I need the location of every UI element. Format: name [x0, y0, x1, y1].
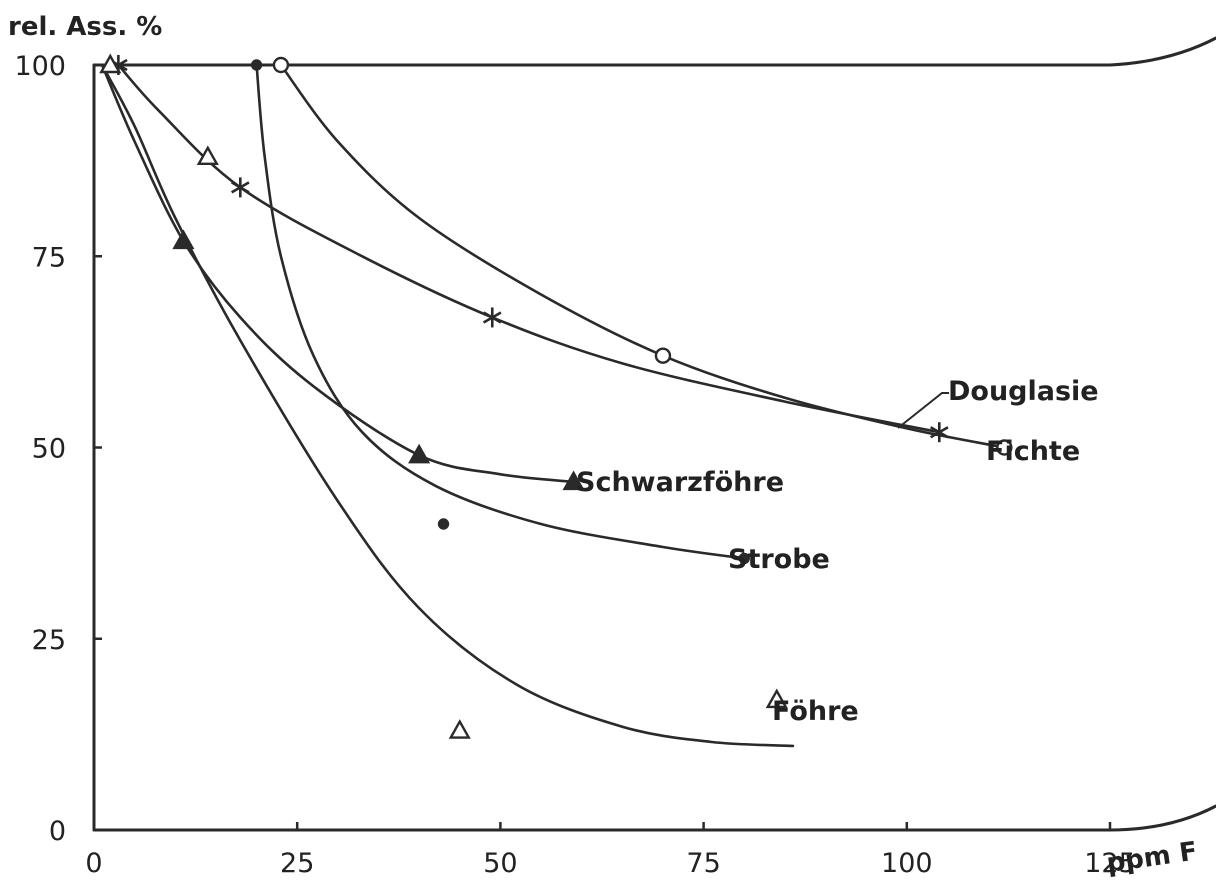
series-line-schwarzfoehre [100, 63, 575, 484]
series-labels: Douglasie Fichte Schwarzföhre Strobe Föh… [576, 376, 1099, 727]
point-strobe-2 [738, 552, 750, 565]
point-strobe-0 [250, 59, 263, 71]
tick-labels: 0 25 50 75 100 125 0 25 50 75 100 [14, 51, 1135, 879]
point-foehre-0 [99, 53, 122, 74]
point-foehre-3 [765, 688, 788, 709]
series-label-schwarzfoehre: Schwarzföhre [576, 467, 784, 498]
point-strobe-1 [437, 518, 450, 530]
point-douglasie-3 [930, 422, 949, 443]
series-label-foehre: Föhre [772, 696, 859, 727]
y-tick-label-3: 75 [32, 242, 66, 273]
point-schwarzfoehre-1 [408, 443, 431, 464]
y-axis-label: rel. Ass. % [8, 12, 162, 42]
point-schwarzfoehre-0 [172, 229, 195, 250]
x-tick-label-3: 75 [686, 848, 720, 879]
axes [92, 36, 1216, 832]
point-fichte-2 [996, 439, 1013, 456]
point-foehre-1 [196, 145, 219, 166]
x-tick-label-5: 125 [1084, 848, 1136, 879]
point-foehre-2 [448, 719, 471, 739]
x-axis-label: ppm F [1105, 837, 1199, 879]
series-line-douglasie [117, 63, 941, 434]
x-tick-label-1: 25 [280, 848, 314, 879]
bottom-frame-corner [1108, 804, 1216, 832]
point-douglasie-1 [230, 177, 250, 198]
y-tick-label-0: 0 [49, 816, 66, 847]
douglasie-leader-line [897, 392, 949, 429]
y-tick-label-4: 100 [14, 51, 66, 82]
series-label-fichte: Fichte [986, 436, 1080, 467]
series-markers [99, 53, 1013, 739]
top-frame-corner [1108, 36, 1216, 67]
point-schwarzfoehre-2 [562, 470, 585, 491]
series-line-strobe [255, 63, 746, 560]
point-fichte-1 [654, 347, 672, 364]
x-tick-label-0: 0 [85, 848, 102, 879]
y-tick-label-1: 25 [32, 625, 66, 656]
point-fichte-0 [272, 56, 290, 74]
series-line-foehre [100, 63, 795, 748]
series-label-strobe: Strobe [728, 544, 830, 575]
x-tick-label-2: 50 [483, 848, 517, 879]
y-tick-label-2: 50 [32, 434, 66, 465]
ticks [92, 63, 1112, 832]
series-line-fichte [279, 63, 1006, 449]
x-tick-label-4: 100 [881, 848, 933, 879]
series-curves [100, 63, 1006, 748]
point-douglasie-2 [482, 307, 502, 328]
series-label-douglasie: Douglasie [948, 376, 1099, 407]
